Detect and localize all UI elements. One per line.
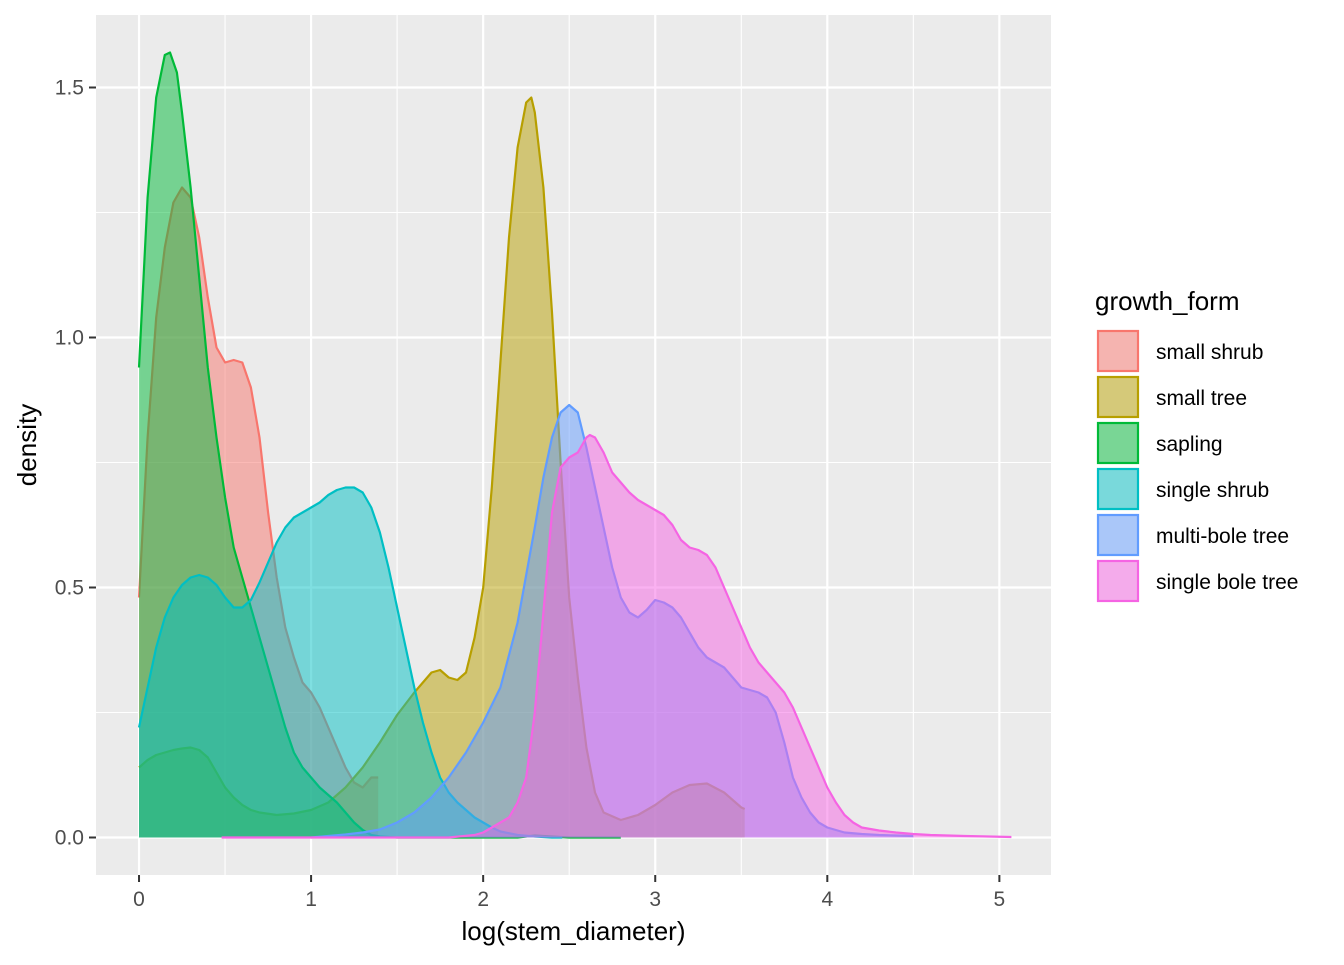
x-tick-label: 1 — [305, 888, 317, 911]
legend-swatch-small-tree — [1096, 375, 1140, 419]
x-tick-label: 2 — [477, 888, 489, 911]
legend-swatch-multi-bole-tree — [1096, 513, 1140, 557]
density-area-single-shrub — [139, 487, 563, 838]
legend-label-single-shrub: single shrub — [1156, 479, 1269, 502]
y-tick-label: 1.0 — [55, 327, 84, 350]
x-tick-label: 4 — [821, 888, 833, 911]
legend-swatch-small-shrub — [1096, 329, 1140, 373]
y-tick-label: 0.0 — [55, 827, 84, 850]
legend-swatch-sapling — [1096, 421, 1140, 465]
density-line-single-bole-tree — [221, 433, 1012, 839]
y-tick-label: 0.5 — [55, 577, 84, 600]
density-areas — [137, 51, 1012, 839]
axes: 0 1 2 3 4 5 0.0 0.5 1.0 1.5 — [55, 77, 1005, 912]
density-area-single-bole-tree — [221, 435, 1012, 838]
legend-label-sapling: sapling — [1156, 433, 1223, 456]
legend: growth_form small shrub small tree sapling… — [1095, 286, 1298, 603]
x-tick-label: 5 — [994, 888, 1006, 911]
legend-label-multi-bole-tree: multi-bole tree — [1156, 525, 1289, 548]
legend-label-small-shrub: small shrub — [1156, 341, 1263, 364]
y-tick-label: 1.5 — [55, 77, 84, 100]
y-axis-title: density — [12, 404, 42, 486]
legend-label-single-bole-tree: single bole tree — [1156, 571, 1298, 594]
x-axis-title: log(stem_diameter) — [462, 916, 686, 946]
legend-label-small-tree: small tree — [1156, 387, 1247, 410]
x-tick-label: 0 — [133, 888, 145, 911]
x-tick-label: 3 — [649, 888, 661, 911]
legend-title: growth_form — [1095, 286, 1240, 316]
legend-swatch-single-bole-tree — [1096, 559, 1140, 603]
legend-swatch-single-shrub — [1096, 467, 1140, 511]
